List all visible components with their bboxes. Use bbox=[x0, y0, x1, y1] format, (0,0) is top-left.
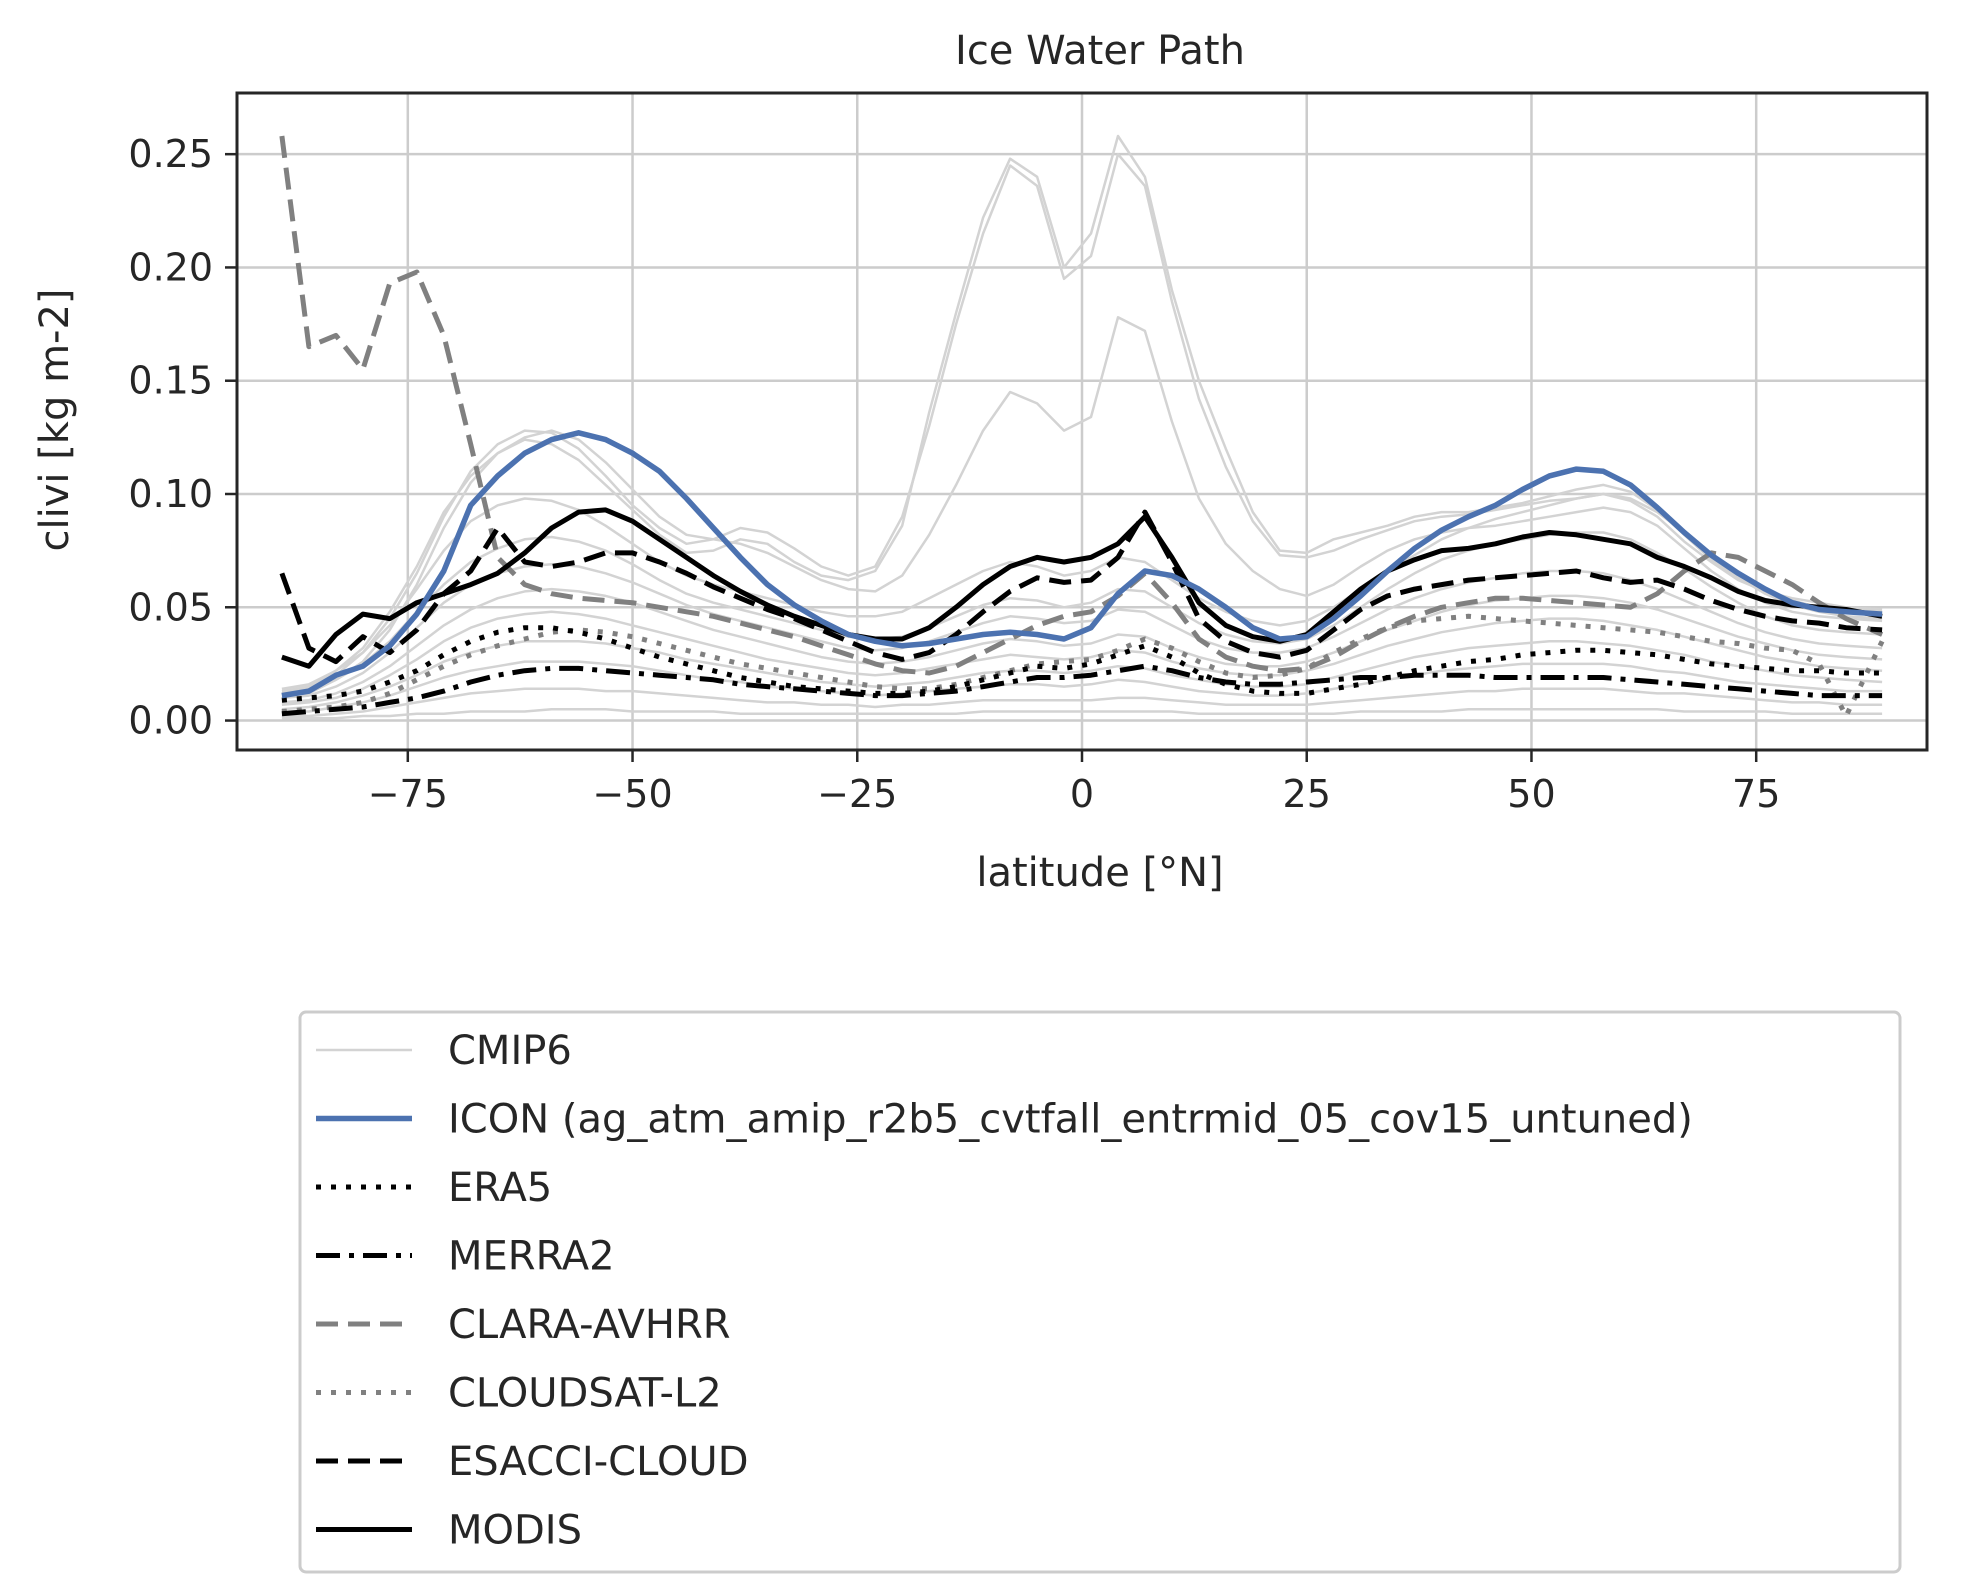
y-tick-label: 0.00 bbox=[128, 699, 213, 743]
cmip6-model-line bbox=[281, 640, 1883, 711]
x-tick-label: 75 bbox=[1732, 772, 1780, 816]
cmip6-model-line bbox=[281, 660, 1883, 713]
legend-label: CLOUDSAT-L2 bbox=[448, 1371, 722, 1417]
y-tick-label: 0.20 bbox=[128, 245, 213, 289]
cmip6-model-line bbox=[281, 562, 1883, 700]
series-line-icon bbox=[281, 430, 1883, 699]
x-axis-label: latitude [°N] bbox=[976, 850, 1223, 896]
cmip6-model-line bbox=[281, 687, 1883, 718]
legend-items: CMIP6 ICON (ag_atm_amip_r2b5_cvtfall_entr… bbox=[316, 1028, 1693, 1554]
x-tick-label: 50 bbox=[1507, 772, 1555, 816]
x-tick-label: 25 bbox=[1283, 772, 1331, 816]
legend-box bbox=[298, 1010, 1902, 1574]
cmip6-model-line bbox=[281, 610, 1883, 706]
legend-label: CMIP6 bbox=[448, 1028, 572, 1074]
legend-label: ICON (ag_atm_amip_r2b5_cvtfall_entrmid_0… bbox=[448, 1097, 1693, 1143]
x-tick-label: −25 bbox=[817, 772, 897, 816]
y-tick-label: 0.10 bbox=[128, 472, 213, 516]
x-tick-label: −75 bbox=[368, 772, 448, 816]
legend-label: ESACCI-CLOUD bbox=[448, 1439, 749, 1485]
series-line-esacci-cloud bbox=[279, 509, 1883, 665]
series-line-clara-avhrr bbox=[279, 135, 1884, 676]
x-tick-label: 0 bbox=[1070, 772, 1094, 816]
legend-label: MODIS bbox=[448, 1508, 582, 1554]
cmip6-model-line bbox=[281, 707, 1883, 720]
legend-label: CLARA-AVHRR bbox=[448, 1302, 731, 1348]
y-axis-label: clivi [kg m-2] bbox=[32, 288, 78, 551]
y-axis-ticks: 0.00 0.05 0.10 0.15 0.20 0.25 bbox=[128, 132, 237, 743]
cmip6-model-line bbox=[281, 587, 1883, 704]
series-line-era5 bbox=[281, 625, 1883, 703]
y-tick-label: 0.25 bbox=[128, 132, 213, 176]
y-tick-label: 0.15 bbox=[128, 359, 213, 403]
series-lines bbox=[279, 135, 1885, 719]
x-axis-ticks: −75 −50 −25 0 25 50 75 bbox=[368, 750, 1780, 816]
chart-title: Ice Water Path bbox=[955, 28, 1245, 74]
legend: CMIP6 ICON (ag_atm_amip_r2b5_cvtfall_entr… bbox=[298, 1010, 1902, 1574]
series-line-merra2 bbox=[281, 663, 1883, 717]
cmip6-model-line bbox=[281, 316, 1883, 700]
cmip6-model-line bbox=[281, 492, 1883, 691]
cmip6-lines bbox=[281, 134, 1883, 720]
legend-label: MERRA2 bbox=[448, 1234, 615, 1280]
cmip6-model-line bbox=[281, 531, 1883, 695]
series-line-modis bbox=[281, 507, 1883, 669]
x-tick-label: −50 bbox=[592, 772, 672, 816]
legend-label: ERA5 bbox=[448, 1165, 552, 1211]
y-tick-label: 0.05 bbox=[128, 585, 213, 629]
